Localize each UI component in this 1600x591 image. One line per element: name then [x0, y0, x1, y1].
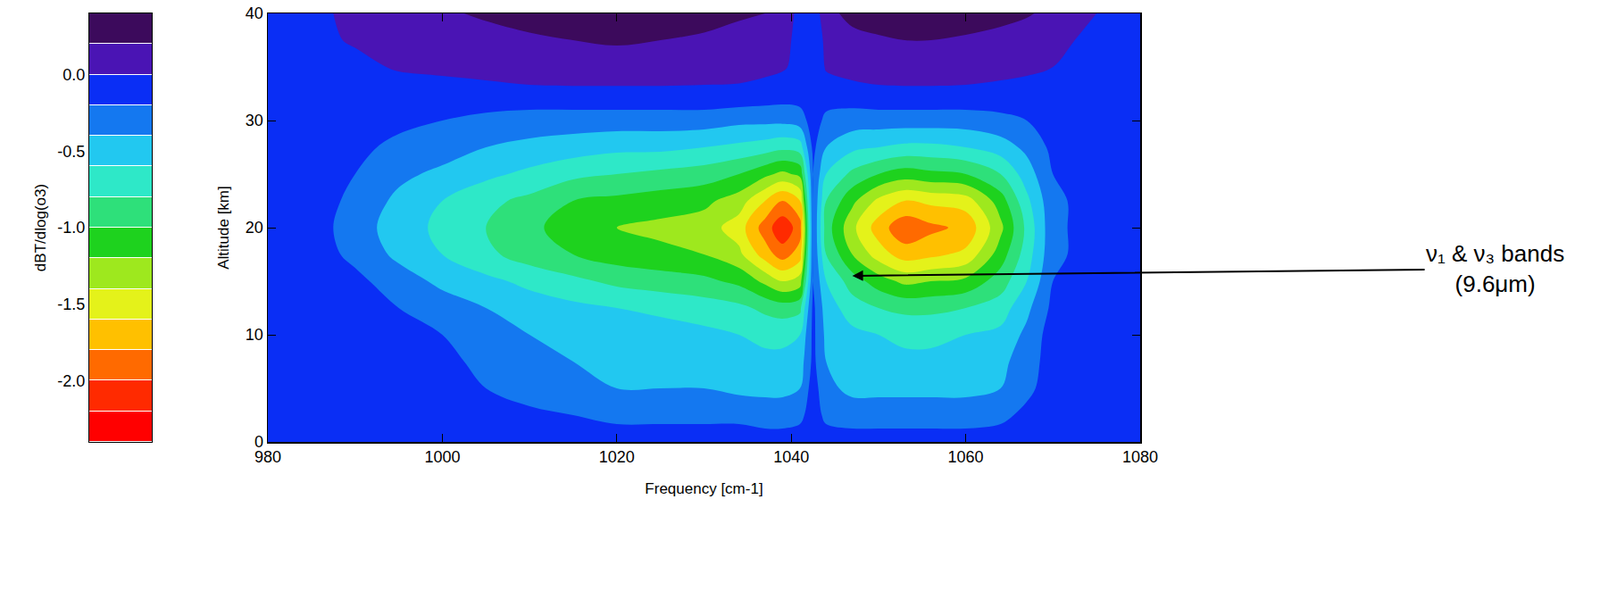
svg-text:1000: 1000: [424, 448, 460, 467]
svg-text:-1.0: -1.0: [57, 218, 85, 237]
svg-text:0: 0: [254, 433, 264, 451]
svg-text:-0.5: -0.5: [57, 142, 85, 161]
svg-text:Frequency [cm-1]: Frequency [cm-1]: [644, 480, 763, 498]
svg-text:-2.0: -2.0: [57, 372, 85, 391]
svg-text:20: 20: [245, 218, 264, 237]
svg-text:30: 30: [245, 111, 264, 130]
svg-text:-1.5: -1.5: [57, 295, 85, 314]
svg-text:1020: 1020: [599, 448, 635, 467]
svg-text:0.0: 0.0: [62, 66, 85, 84]
svg-text:1080: 1080: [1122, 448, 1159, 467]
svg-text:1040: 1040: [773, 448, 809, 467]
svg-text:980: 980: [254, 448, 282, 467]
svg-text:dBT/dlog(o3): dBT/dlog(o3): [32, 183, 50, 272]
svg-text:1060: 1060: [948, 448, 984, 467]
svg-text:ν₁ & ν₃ bands(9.6μm): ν₁ & ν₃ bands(9.6μm): [1425, 240, 1565, 298]
svg-text:10: 10: [245, 325, 264, 344]
svg-text:40: 40: [245, 4, 264, 23]
svg-text:Altitude [km]: Altitude [km]: [215, 185, 233, 270]
